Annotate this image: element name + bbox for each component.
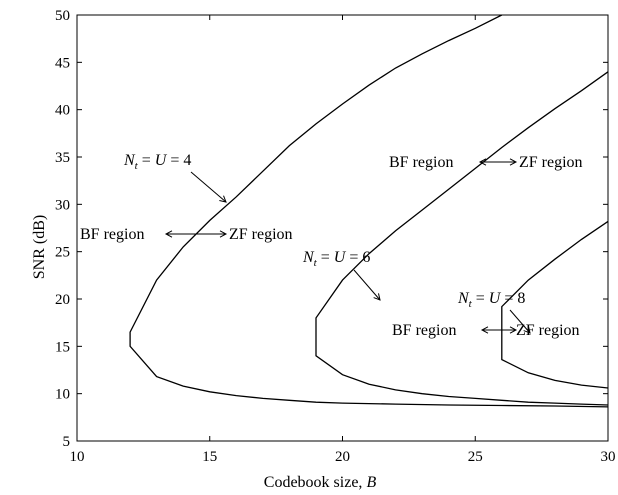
arrow-head [164,230,173,238]
x-tick-label: 20 [335,449,350,465]
curve-nt8 [501,220,609,389]
y-tick-label: 35 [55,150,70,166]
y-tick-label: 40 [55,103,70,119]
label-nt8: Nt = U = 8 [457,290,525,310]
arrow-head [523,326,531,334]
x-tick-label: 25 [468,449,483,465]
zf-region-label: ZF region [519,154,583,171]
y-tick-label: 10 [55,387,70,403]
label-nt4: Nt = U = 4 [123,152,191,172]
bf-region-label: BF region [392,322,456,339]
y-tick-label: 5 [63,434,71,450]
curve-nt6 [315,71,609,406]
pointer-line [509,309,531,334]
arrow-head [509,158,518,166]
arrow-head [373,293,381,301]
x-tick-label: 10 [70,449,85,465]
y-tick-label: 50 [55,8,70,24]
arrow-head [478,158,487,166]
x-tick-label: 30 [601,449,616,465]
curve-nt4 [129,14,609,408]
y-tick-label: 20 [55,292,70,308]
bf-region-label: BF region [389,154,453,171]
x-tick-label: 15 [202,449,217,465]
bf-region-label: BF region [80,226,144,243]
curves [129,14,609,408]
arrow-head [480,326,489,334]
pointer-line [190,171,227,203]
y-tick-label: 25 [55,245,70,261]
pointer-line [353,269,381,301]
y-tick-label: 15 [55,339,70,355]
y-tick-label: 30 [55,197,70,213]
arrow-head [219,195,227,203]
zf-region-label: ZF region [229,226,293,243]
zf-region-label: ZF region [516,322,580,339]
annotations: Nt = U = 4Nt = U = 6Nt = U = 8BF region Z… [80,152,583,339]
arrow-head [509,326,518,334]
y-axis-title: SNR (dB) [31,215,48,279]
x-axis-title: Codebook size, B [264,474,377,491]
arrow-head [219,230,228,238]
y-tick-label: 45 [55,55,70,71]
label-nt6: Nt = U = 6 [302,249,370,269]
